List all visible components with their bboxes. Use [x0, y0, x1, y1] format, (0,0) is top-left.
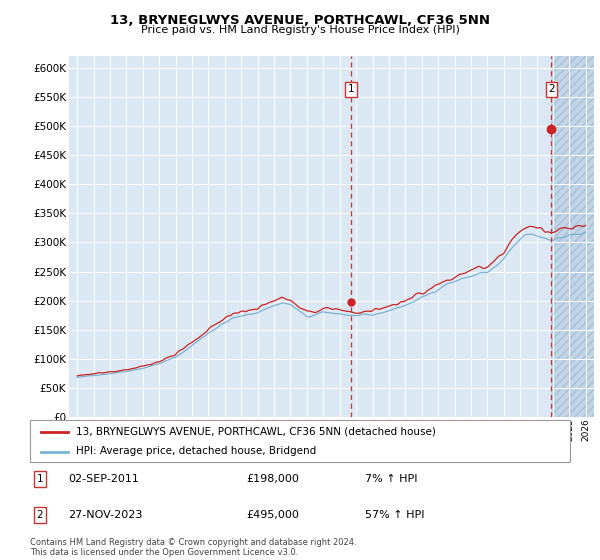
Text: 1: 1 — [347, 84, 354, 94]
Text: Price paid vs. HM Land Registry's House Price Index (HPI): Price paid vs. HM Land Registry's House … — [140, 25, 460, 35]
Text: £495,000: £495,000 — [246, 510, 299, 520]
Text: 27-NOV-2023: 27-NOV-2023 — [68, 510, 142, 520]
Text: £198,000: £198,000 — [246, 474, 299, 484]
Bar — [551, 56, 600, 417]
Text: 1: 1 — [37, 474, 43, 484]
Text: 13, BRYNEGLWYS AVENUE, PORTHCAWL, CF36 5NN: 13, BRYNEGLWYS AVENUE, PORTHCAWL, CF36 5… — [110, 14, 490, 27]
Text: Contains HM Land Registry data © Crown copyright and database right 2024.
This d: Contains HM Land Registry data © Crown c… — [30, 538, 356, 557]
Text: HPI: Average price, detached house, Bridgend: HPI: Average price, detached house, Brid… — [76, 446, 316, 456]
Text: 7% ↑ HPI: 7% ↑ HPI — [365, 474, 418, 484]
Text: 57% ↑ HPI: 57% ↑ HPI — [365, 510, 424, 520]
Text: 2: 2 — [548, 84, 555, 94]
Text: 13, BRYNEGLWYS AVENUE, PORTHCAWL, CF36 5NN (detached house): 13, BRYNEGLWYS AVENUE, PORTHCAWL, CF36 5… — [76, 427, 436, 437]
Text: 2: 2 — [37, 510, 43, 520]
Text: 02-SEP-2011: 02-SEP-2011 — [68, 474, 139, 484]
